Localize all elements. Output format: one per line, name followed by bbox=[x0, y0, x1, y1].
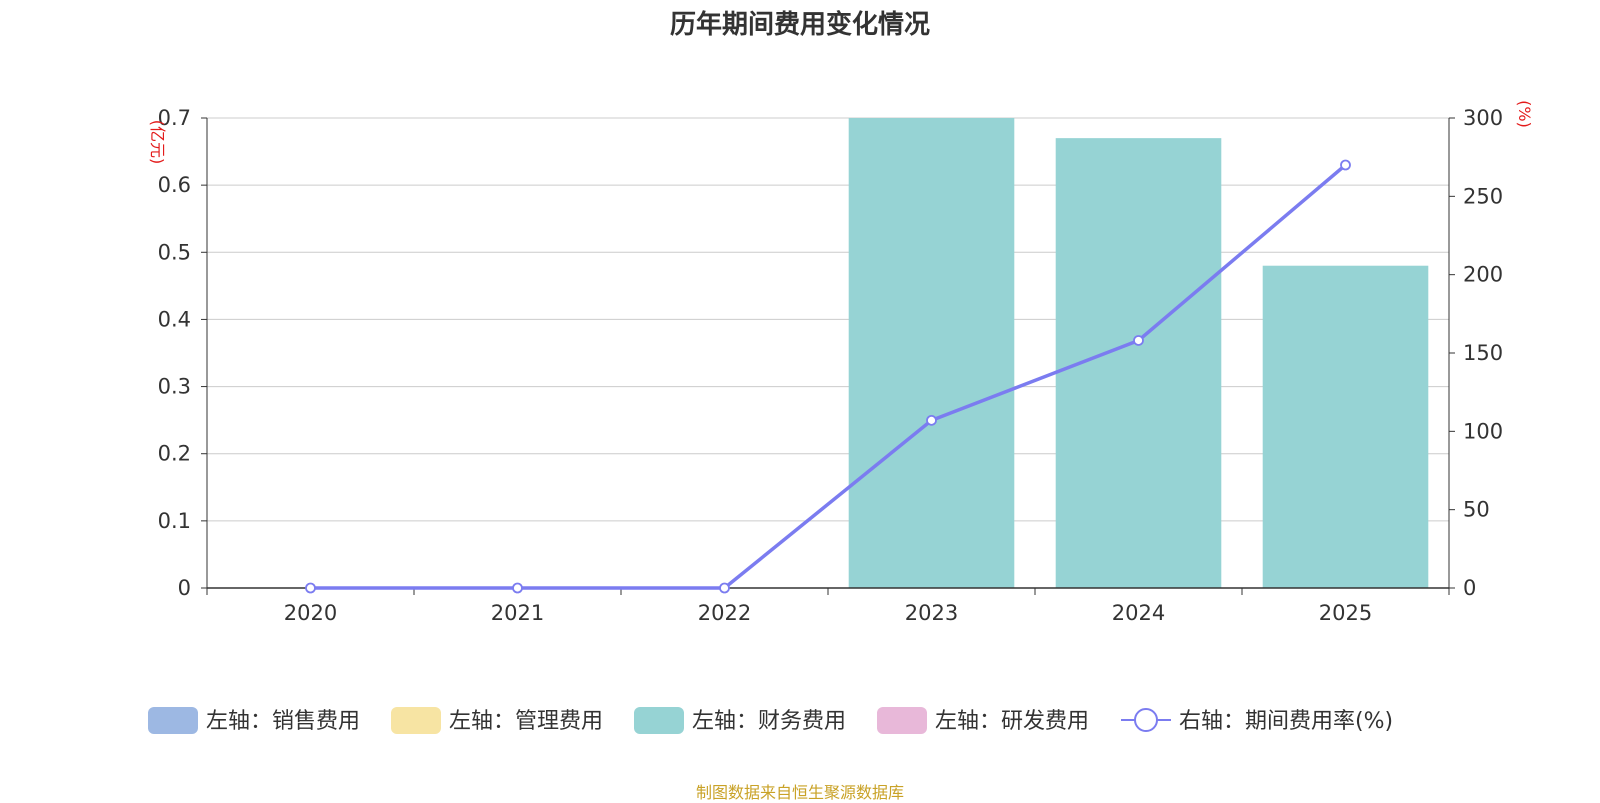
legend-swatch bbox=[391, 707, 441, 734]
gridlines bbox=[207, 117, 1449, 522]
left-tick-label: 0.3 bbox=[158, 375, 191, 399]
right-tick-label: 50 bbox=[1463, 498, 1490, 522]
data-source-note: 制图数据来自恒生聚源数据库 bbox=[695, 783, 904, 802]
rate-point-2024 bbox=[1133, 335, 1144, 346]
left-tick-label: 0.6 bbox=[158, 173, 191, 197]
left-tick-label: 0.4 bbox=[158, 307, 191, 331]
bars bbox=[848, 118, 1429, 588]
x-tick-label: 2025 bbox=[1319, 601, 1372, 625]
legend-label: 右轴：期间费用率(%) bbox=[1179, 709, 1393, 734]
x-tick-label: 2023 bbox=[905, 601, 958, 625]
bar-2025 bbox=[1262, 265, 1429, 588]
x-tick-label: 2021 bbox=[491, 601, 544, 625]
left-tick-label: 0.7 bbox=[158, 106, 191, 130]
left-tick-label: 0.1 bbox=[158, 509, 191, 533]
left-tick-label: 0.2 bbox=[158, 442, 191, 466]
rate-point-2025 bbox=[1340, 159, 1351, 171]
right-tick-label: 200 bbox=[1463, 263, 1503, 287]
legend: 左轴：销售费用 左轴：管理费用 左轴：财务费用 左轴：研发费用 右轴：期间费用率(%) bbox=[148, 707, 1393, 734]
rate-point-2020 bbox=[305, 582, 316, 594]
right-axis-unit: (%) bbox=[1515, 100, 1534, 128]
legend-marker bbox=[1134, 708, 1158, 732]
rate-line-path bbox=[310, 163, 1347, 590]
right-tick-label: 250 bbox=[1463, 184, 1503, 208]
legend-label: 左轴：管理费用 bbox=[449, 709, 603, 734]
left-axis-unit: (亿元) bbox=[148, 120, 167, 165]
rate-point-2021 bbox=[512, 582, 523, 594]
right-tick-label: 0 bbox=[1463, 576, 1476, 600]
x-tick-label: 2024 bbox=[1112, 601, 1165, 625]
legend-swatch bbox=[877, 707, 927, 734]
rate-point-2022 bbox=[719, 582, 730, 594]
rate-line bbox=[305, 159, 1351, 594]
right-tick-label: 150 bbox=[1463, 341, 1503, 365]
bar-2023 bbox=[848, 118, 1015, 588]
right-tick-label: 100 bbox=[1463, 419, 1503, 443]
right-tick-label: 300 bbox=[1463, 106, 1503, 130]
x-tick-label: 2020 bbox=[284, 601, 337, 625]
rate-point-2023 bbox=[926, 414, 937, 426]
legend-label: 左轴：研发费用 bbox=[935, 709, 1089, 734]
legend-swatch bbox=[148, 707, 198, 734]
left-tick-label: 0 bbox=[178, 576, 191, 600]
left-tick-label: 0.5 bbox=[158, 240, 191, 264]
legend-swatch bbox=[634, 707, 684, 734]
chart-title: 历年期间费用变化情况 bbox=[669, 10, 930, 40]
x-tick-label: 2022 bbox=[698, 601, 751, 625]
legend-label: 左轴：销售费用 bbox=[206, 709, 360, 734]
legend-label: 左轴：财务费用 bbox=[692, 709, 846, 734]
